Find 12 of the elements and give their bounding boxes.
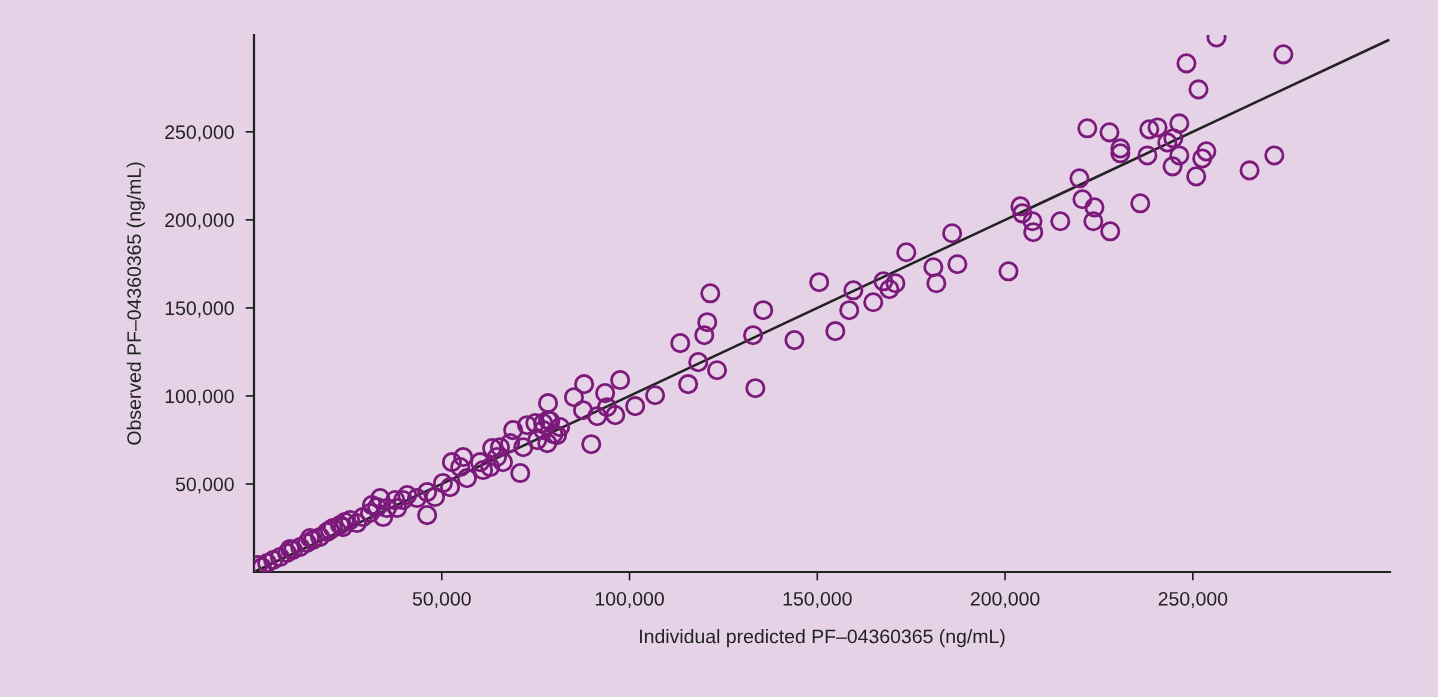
x-tick-label: 50,000 xyxy=(412,591,471,609)
y-tick-label: 150,000 xyxy=(165,301,234,318)
x-tick-label: 100,000 xyxy=(595,591,664,609)
y-tick-label: 250,000 xyxy=(165,125,234,142)
x-tick-label: 150,000 xyxy=(783,591,852,609)
x-tick-label: 200,000 xyxy=(970,591,1040,609)
y-tick-label: 50,000 xyxy=(175,477,234,494)
y-tick-label: 200,000 xyxy=(165,213,234,230)
y-tick-label: 100,000 xyxy=(165,389,234,406)
x-axis-title: Individual predicted PF–04360365 (ng/mL) xyxy=(640,629,1005,648)
x-tick-label: 250,000 xyxy=(1158,591,1228,609)
y-axis-title: Observed PF–04360365 (ng/mL) xyxy=(126,162,145,445)
